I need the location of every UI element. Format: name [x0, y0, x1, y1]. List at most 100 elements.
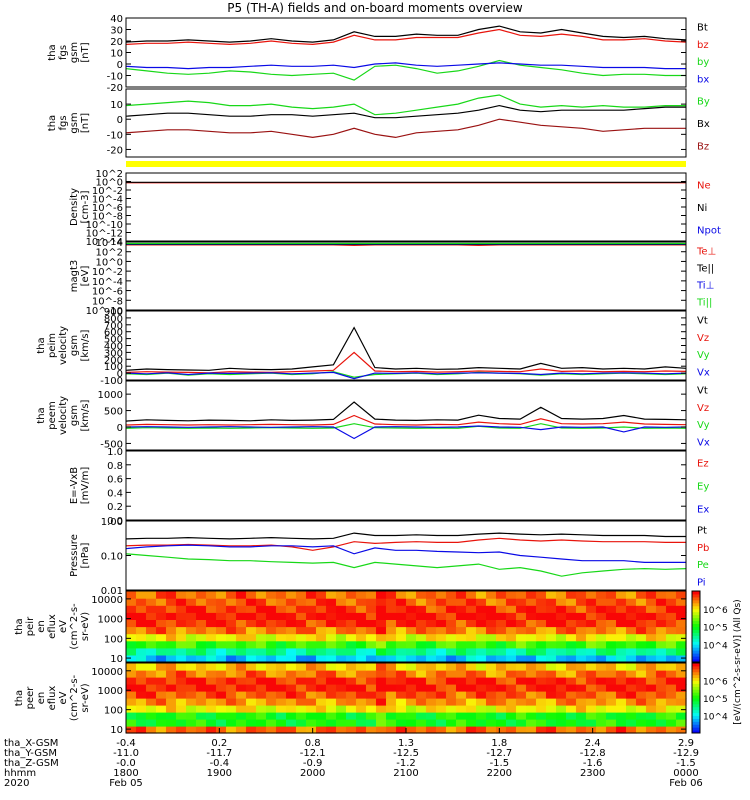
- heatmap-cell: [226, 633, 237, 642]
- xtick-label: -0.4: [116, 738, 136, 749]
- heatmap-cell: [566, 647, 577, 656]
- heatmap-cell: [266, 633, 277, 642]
- heatmap-cell: [176, 654, 187, 663]
- heatmap-cell: [456, 705, 467, 713]
- heatmap-cell: [156, 663, 167, 671]
- heatmap-cell: [626, 598, 637, 606]
- heatmap-cell: [276, 705, 287, 713]
- heatmap-cell: [586, 619, 597, 628]
- heatmap-cell: [506, 719, 517, 727]
- colorbar-cell: [692, 686, 700, 690]
- heatmap-cell: [166, 647, 177, 656]
- heatmap-cell: [216, 640, 227, 649]
- heatmap-cell: [576, 640, 587, 649]
- heatmap-cell: [246, 605, 257, 613]
- heatmap-cell: [626, 633, 637, 642]
- heatmap-cell: [206, 698, 217, 706]
- heatmap-cell: [266, 663, 277, 671]
- heatmap-cell: [336, 626, 347, 635]
- heatmap-cell: [476, 605, 487, 613]
- heatmap-cell: [536, 670, 547, 678]
- heatmap-cell: [346, 712, 357, 720]
- ytick-label: 600: [104, 328, 123, 339]
- heatmap-cell: [576, 705, 587, 713]
- heatmap-cell: [386, 691, 397, 699]
- xtick-label: -1.2: [396, 758, 416, 769]
- heatmap-cell: [226, 654, 237, 663]
- heatmap-cell: [646, 691, 657, 699]
- heatmap-cell: [526, 626, 537, 635]
- heatmap-cell: [556, 605, 567, 613]
- ylabel-line: sr-eV): [80, 683, 91, 712]
- heatmap-cell: [496, 712, 507, 720]
- heatmap-cell: [246, 726, 257, 734]
- heatmap-cell: [566, 591, 577, 599]
- heatmap-cell: [396, 647, 407, 656]
- heatmap-cell: [136, 663, 147, 671]
- heatmap-cell: [616, 712, 627, 720]
- heatmap-cell: [296, 654, 307, 663]
- heatmap-cell: [336, 605, 347, 613]
- heatmap-cell: [596, 712, 607, 720]
- heatmap-cell: [576, 670, 587, 678]
- heatmap-cell: [146, 677, 157, 685]
- heatmap-cell: [296, 684, 307, 692]
- heatmap-cell: [386, 726, 397, 734]
- heatmap-cell: [206, 684, 217, 692]
- series-line-7-1: [125, 537, 686, 551]
- heatmap-cell: [596, 698, 607, 706]
- heatmap-cell: [316, 691, 327, 699]
- heatmap-cell: [406, 633, 417, 642]
- heatmap-cell: [126, 691, 137, 699]
- heatmap-cell: [326, 726, 337, 734]
- heatmap-cell: [646, 670, 657, 678]
- heatmap-cell: [646, 647, 657, 656]
- xtick-label: -0.4: [210, 758, 230, 769]
- colorbar-cell: [692, 593, 700, 598]
- colorbar-cell: [692, 623, 700, 627]
- heatmap-cell: [206, 633, 217, 642]
- ytick-label: 300: [104, 348, 123, 359]
- ylabel-line: velocity: [58, 396, 69, 435]
- heatmap-cell: [466, 691, 477, 699]
- heatmap-cell: [526, 712, 537, 720]
- heatmap-cell: [496, 654, 507, 663]
- colorbar-cell: [692, 724, 700, 728]
- heatmap-cell: [136, 654, 147, 663]
- heatmap-cell: [176, 619, 187, 628]
- heatmap-cell: [446, 684, 457, 692]
- heatmap-cell: [386, 719, 397, 727]
- heatmap-cell: [496, 698, 507, 706]
- heatmap-cell: [636, 612, 647, 620]
- heatmap-cell: [326, 640, 337, 649]
- heatmap-cell: [306, 591, 317, 599]
- heatmap-cell: [226, 619, 237, 628]
- heatmap-cell: [166, 684, 177, 692]
- heatmap-cell: [186, 640, 197, 649]
- heatmap-cell: [556, 684, 567, 692]
- heatmap-cell: [526, 640, 537, 649]
- heatmap-cell: [526, 691, 537, 699]
- series-line-7-0: [125, 532, 686, 540]
- heatmap-cell: [546, 612, 557, 620]
- heatmap-cell: [566, 612, 577, 620]
- heatmap-cell: [206, 670, 217, 678]
- heatmap-cell: [326, 712, 337, 720]
- heatmap-cell: [446, 640, 457, 649]
- colorbar-cell: [692, 692, 700, 696]
- heatmap-cell: [676, 598, 687, 606]
- legend-item: Bt: [697, 23, 708, 34]
- heatmap-cell: [296, 605, 307, 613]
- heatmap-cell: [316, 726, 327, 734]
- heatmap-cell: [306, 612, 317, 620]
- heatmap-cell: [606, 684, 617, 692]
- heatmap-cell: [606, 677, 617, 685]
- heatmap-cell: [556, 598, 567, 606]
- heatmap-cell: [466, 726, 477, 734]
- heatmap-cell: [446, 647, 457, 656]
- heatmap-cell: [626, 684, 637, 692]
- heatmap-cell: [316, 677, 327, 685]
- heatmap-cell: [446, 605, 457, 613]
- heatmap-cell: [546, 626, 557, 635]
- colorbar-tick-label: 10^5: [703, 624, 728, 634]
